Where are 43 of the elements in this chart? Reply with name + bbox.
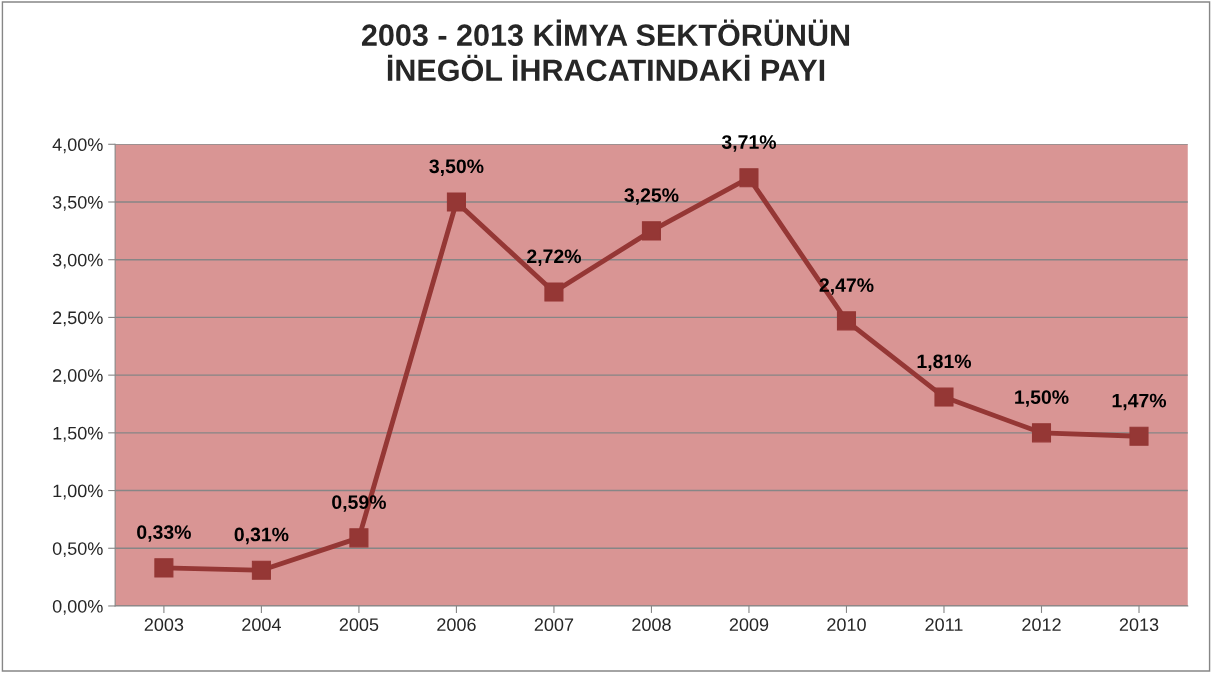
y-tick-label: 2,50% [53,311,103,327]
y-tick-label: 2,00% [53,369,103,384]
y-tick-label: 0,50% [52,542,103,558]
x-tick-label: 2011 [925,618,963,632]
data-label: 3,71% [721,135,777,152]
y-tick-label: 1,00% [53,484,103,500]
data-label: 3,50% [429,159,484,176]
data-label: 1,50% [1015,390,1069,407]
data-label: 0,31% [234,527,289,545]
y-tick-label: 1,50% [53,426,103,442]
y-tick-label: 0,00% [52,599,103,615]
x-tick-label: 2003 [144,618,184,632]
point [349,528,369,548]
x-tick-label: 2005 [339,618,379,632]
data-label: 1,47% [1112,393,1167,411]
x-tick-label: 2004 [242,618,281,632]
point [739,168,759,188]
data-label: 0,33% [137,525,191,542]
y-tick-label: 4,00% [52,138,103,154]
point [836,311,857,331]
x-tick-label: 2013 [1119,618,1159,632]
chart-title: 2003 - 2013 KİMYA SEKTÖRÜNÜN İNEGÖL İHRACATINDAKİ PAYI [361,19,850,82]
y-tick-label: 3,50% [52,195,103,211]
data-label: 3,25% [624,188,679,205]
x-tick-label: 2010 [827,618,866,632]
y-tick-label: 3,00% [52,253,103,269]
data-label: 2,47% [819,278,874,295]
x-tick-label: 2006 [437,618,476,632]
x-tick-label: 2012 [1022,618,1061,632]
point [446,192,466,212]
data-label: 2,72% [527,249,581,266]
point [251,560,271,580]
point [1129,426,1149,446]
x-tick-label: 2007 [534,618,574,632]
x-tick-label: 2008 [632,618,671,632]
point [1031,423,1052,443]
point [641,221,661,241]
x-tick-label: 2009 [729,618,769,632]
point [934,387,954,407]
point [544,282,564,302]
point [154,558,174,578]
data-label: 1,81% [917,354,972,372]
data-label: 0,59% [332,495,386,512]
